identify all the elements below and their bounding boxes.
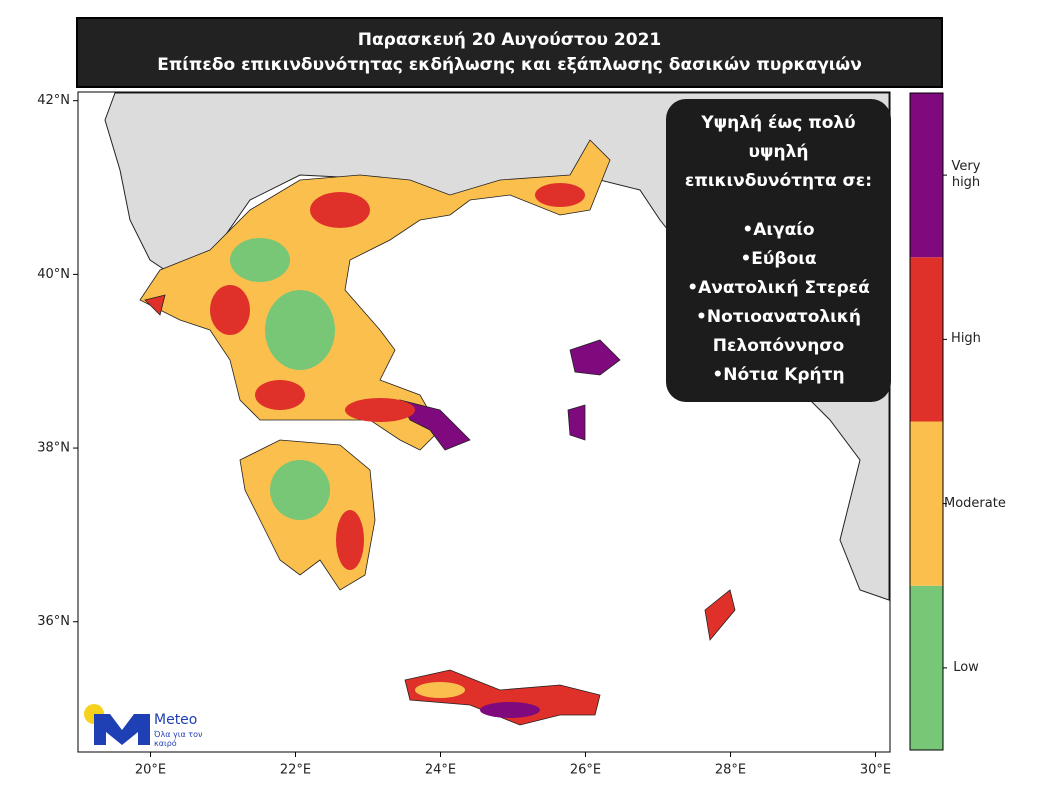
- y-tick-label: 40°N: [37, 267, 70, 282]
- title-box: Παρασκευή 20 Αυγούστου 2021 Επίπεδο επικ…: [76, 17, 943, 88]
- info-item: •Ανατολική Στερεά: [687, 278, 870, 298]
- info-heading: Υψηλή έως πολύ υψηλή επικινδυνότητα σε:: [684, 113, 873, 191]
- risk-patches: [210, 183, 585, 718]
- x-tick-label: 28°E: [715, 763, 746, 778]
- legend-swatch: [910, 257, 943, 422]
- info-item: •Νότια Κρήτη: [712, 365, 845, 385]
- legend-label: Moderate: [944, 495, 1006, 511]
- x-tick-label: 24°E: [425, 763, 456, 778]
- legend-swatch: [910, 93, 943, 258]
- legend-label: High: [951, 331, 981, 347]
- x-tick-label: 20°E: [135, 763, 166, 778]
- colorbar-frame: [909, 92, 944, 751]
- logo-name: Meteo: [154, 712, 198, 728]
- logo-tagline: Όλα για τον καιρό: [154, 730, 203, 748]
- info-box: Υψηλή έως πολύ υψηλή επικινδυνότητα σε: …: [666, 99, 891, 402]
- info-item: •Νοτιοανατολική Πελοπόννησο: [696, 307, 861, 356]
- y-tick-label: 36°N: [37, 614, 70, 629]
- title-line: Επίπεδο επικινδυνότητας εκδήλωσης και εξ…: [157, 55, 862, 75]
- title-line: Παρασκευή 20 Αυγούστου 2021: [357, 30, 662, 50]
- legend-swatch: [910, 585, 943, 750]
- legend-label: Very high: [951, 159, 981, 191]
- x-tick-label: 26°E: [570, 763, 601, 778]
- y-tick-label: 42°N: [37, 93, 70, 108]
- x-tick-label: 30°E: [860, 763, 891, 778]
- legend-label: Low: [953, 659, 979, 675]
- info-item: •Αιγαίο: [742, 220, 815, 240]
- info-item: •Εύβοια: [740, 249, 817, 269]
- info-items: •Αιγαίο •Εύβοια •Ανατολική Στερεά •Νοτιοανα…: [680, 216, 877, 390]
- logo-mark: [84, 704, 150, 745]
- legend-swatch: [910, 421, 943, 586]
- y-tick-label: 38°N: [37, 441, 70, 456]
- x-tick-label: 22°E: [280, 763, 311, 778]
